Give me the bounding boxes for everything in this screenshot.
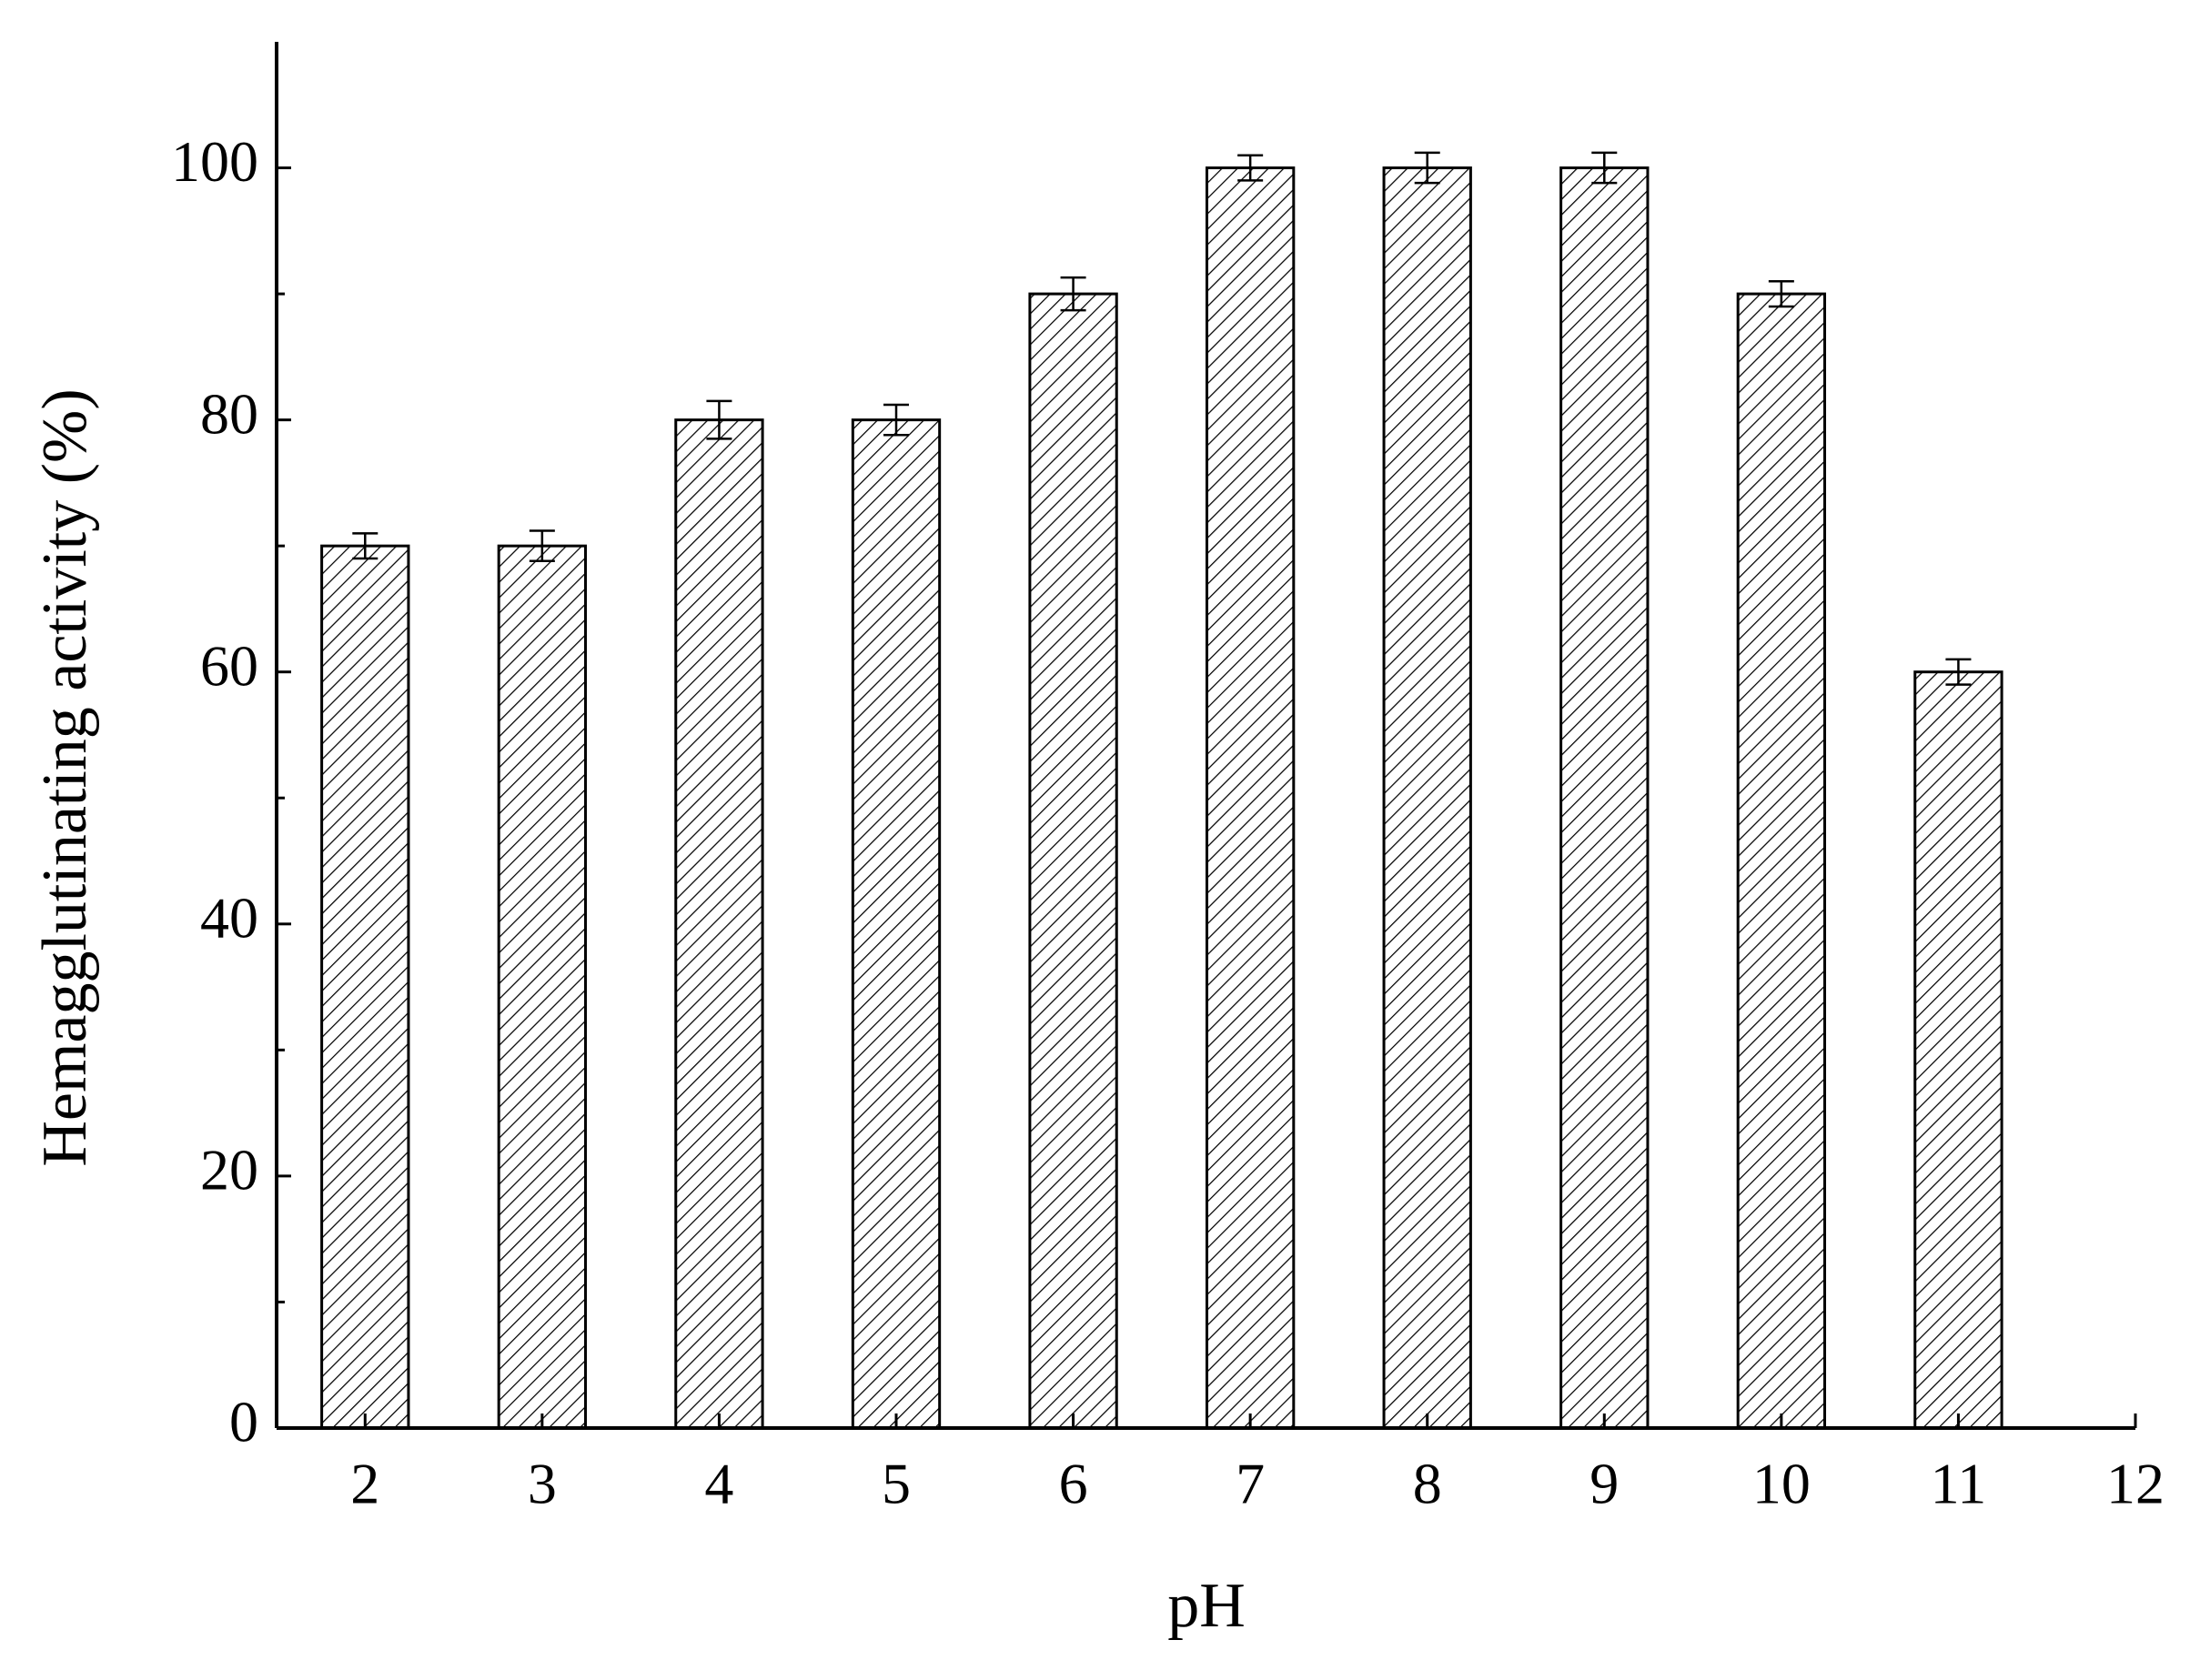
y-tick-label: 20 xyxy=(200,1138,258,1202)
x-tick-label: 2 xyxy=(350,1452,379,1516)
error-bar xyxy=(883,403,909,437)
error-bar xyxy=(352,532,378,560)
error-bar xyxy=(1414,151,1440,185)
error-bar xyxy=(1237,154,1264,182)
x-axis-title: pH xyxy=(1167,1571,1246,1641)
x-tick-label: 5 xyxy=(882,1452,911,1516)
x-tick-label: 6 xyxy=(1059,1452,1088,1516)
bar xyxy=(1028,292,1118,1430)
x-tick-label: 3 xyxy=(528,1452,557,1516)
error-bar xyxy=(529,529,555,563)
y-axis-title: Hemagglutinating activity (%) xyxy=(30,388,100,1166)
bar xyxy=(674,418,764,1430)
bar xyxy=(1559,166,1650,1430)
x-tick-label: 8 xyxy=(1413,1452,1442,1516)
bar xyxy=(320,544,410,1430)
bar xyxy=(1205,166,1296,1430)
x-tick-label: 9 xyxy=(1589,1452,1619,1516)
x-tick-label: 12 xyxy=(2106,1452,2165,1516)
y-tick-label: 100 xyxy=(171,129,258,194)
x-tick-label: 10 xyxy=(1752,1452,1811,1516)
bar xyxy=(1382,166,1472,1430)
y-tick-label: 40 xyxy=(200,886,258,951)
x-tick-label: 7 xyxy=(1236,1452,1265,1516)
error-bar xyxy=(1945,658,1972,686)
bar xyxy=(1736,292,1827,1430)
error-bar xyxy=(1591,151,1618,185)
x-tick-label: 4 xyxy=(704,1452,733,1516)
y-tick-label: 0 xyxy=(229,1390,258,1454)
y-tick-label: 60 xyxy=(200,633,258,698)
bar xyxy=(1913,670,2003,1430)
bar xyxy=(851,418,942,1430)
error-bar xyxy=(1060,276,1086,312)
x-tick-label: 11 xyxy=(1931,1452,1987,1516)
error-bar xyxy=(706,399,732,440)
y-tick-label: 80 xyxy=(200,381,258,446)
error-bar xyxy=(1768,279,1794,308)
bar xyxy=(497,544,588,1430)
